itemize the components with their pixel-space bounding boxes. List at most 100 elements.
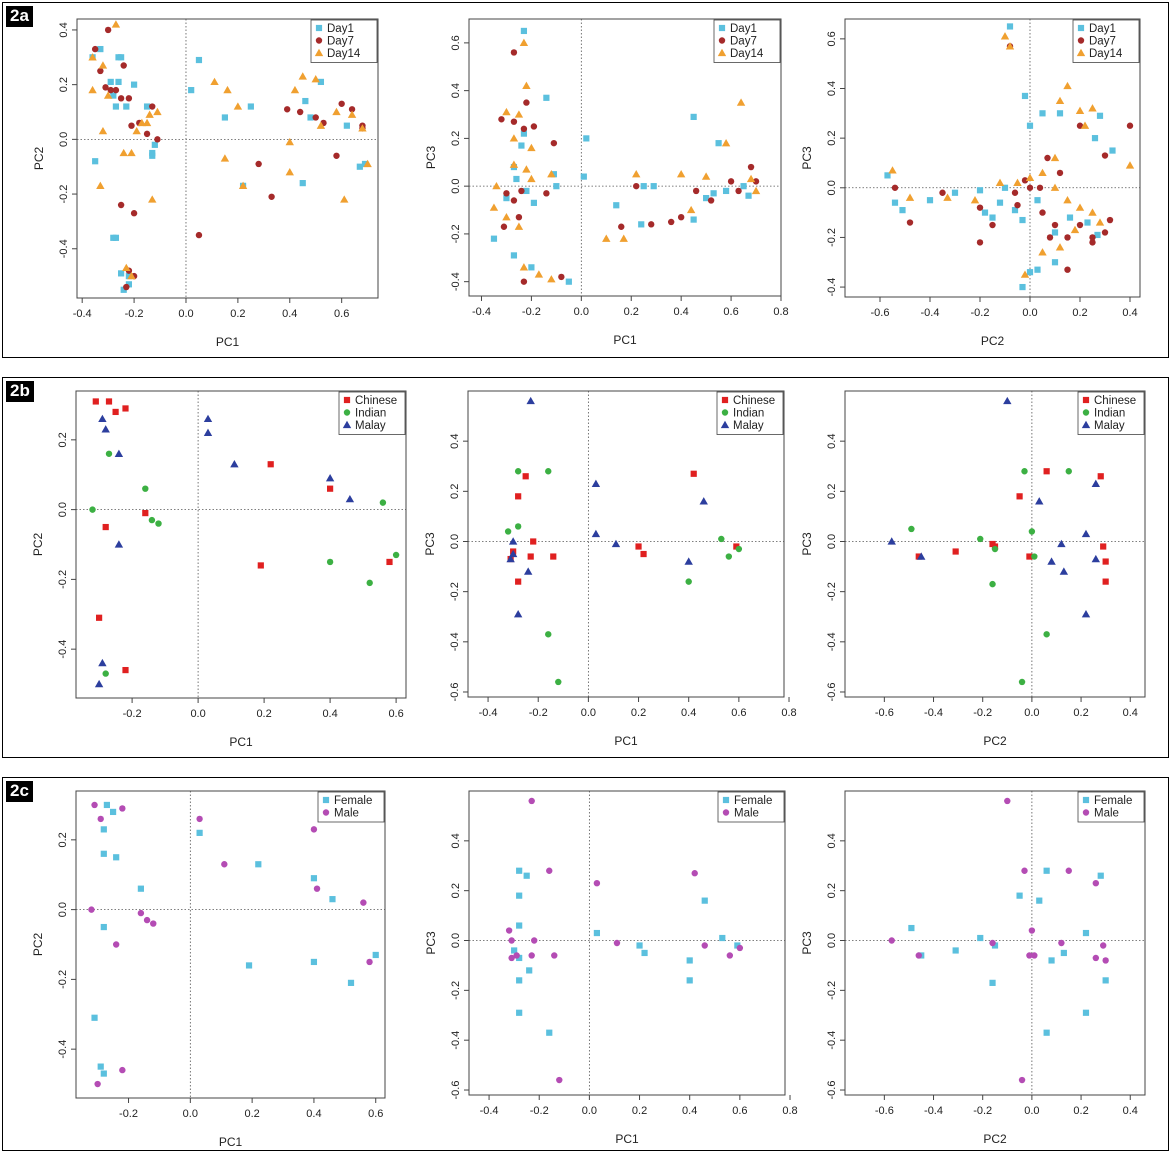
data-point bbox=[515, 578, 522, 585]
x-tick-label: 0.6 bbox=[388, 708, 403, 720]
plot-frame bbox=[844, 790, 1146, 1096]
chart-2a-1: -0.4 -0.2 0.0 0.2 0.4 0.6 PC1 -0.4 -0.2 0.0 0.2 0.4… bbox=[32, 18, 379, 349]
series-male bbox=[505, 797, 744, 1084]
data-point bbox=[891, 184, 899, 191]
data-point bbox=[1001, 184, 1009, 191]
data-point bbox=[340, 195, 349, 203]
data-point bbox=[516, 867, 523, 874]
data-point bbox=[546, 1029, 553, 1036]
data-point bbox=[1109, 147, 1116, 154]
data-point bbox=[884, 172, 891, 179]
data-point bbox=[509, 160, 519, 168]
data-point bbox=[120, 286, 127, 293]
x-tick-label: 0.4 bbox=[1123, 1105, 1138, 1117]
data-point bbox=[1056, 169, 1064, 177]
data-point bbox=[505, 927, 513, 934]
panel-label: 2c bbox=[6, 781, 33, 802]
data-point bbox=[546, 867, 553, 874]
x-tick-label: -0.6 bbox=[875, 707, 894, 719]
plot-frame bbox=[468, 790, 786, 1096]
data-point bbox=[114, 449, 124, 457]
data-point bbox=[112, 408, 119, 416]
data-point bbox=[602, 234, 611, 242]
data-point bbox=[221, 861, 228, 868]
data-point bbox=[220, 154, 230, 162]
x-tick-label: 0.2 bbox=[624, 306, 639, 318]
data-point bbox=[1039, 110, 1046, 117]
data-point bbox=[989, 939, 996, 947]
legend-label: Day7 bbox=[1089, 36, 1116, 48]
x-tick-label: 0.4 bbox=[282, 308, 297, 320]
y-tick-label: -0.2 bbox=[826, 228, 838, 247]
data-point bbox=[593, 929, 601, 937]
data-point bbox=[514, 468, 522, 475]
data-point bbox=[1065, 468, 1072, 475]
y-tick-label: 0.4 bbox=[58, 22, 70, 37]
y-tick-label: 0.0 bbox=[58, 132, 70, 147]
data-point bbox=[503, 190, 510, 197]
x-tick-label: 0.0 bbox=[581, 707, 596, 719]
data-point bbox=[635, 543, 642, 550]
data-point bbox=[100, 826, 107, 833]
data-point bbox=[746, 174, 756, 183]
data-point bbox=[734, 942, 741, 949]
data-point bbox=[125, 281, 132, 288]
x-tick-label: 0.2 bbox=[632, 1105, 647, 1117]
y-tick-label: -0.2 bbox=[57, 570, 69, 589]
data-point bbox=[593, 879, 601, 887]
data-point bbox=[518, 187, 525, 195]
series-day7 bbox=[91, 26, 366, 291]
x-tick-label: 0.2 bbox=[1073, 1105, 1088, 1117]
data-point bbox=[915, 553, 922, 560]
y-tick-label: -0.4 bbox=[57, 1040, 69, 1059]
data-point bbox=[952, 947, 959, 954]
data-point bbox=[735, 545, 743, 553]
data-point bbox=[392, 551, 400, 559]
data-point bbox=[1076, 221, 1084, 229]
data-point bbox=[690, 216, 697, 223]
data-point bbox=[520, 125, 528, 133]
data-point bbox=[188, 87, 195, 94]
data-point bbox=[686, 977, 693, 984]
legend-marker bbox=[1082, 796, 1090, 804]
x-tick-label: -0.2 bbox=[123, 708, 142, 720]
data-point bbox=[1031, 952, 1038, 959]
x-tick-label: 0.2 bbox=[1072, 307, 1087, 319]
data-point bbox=[1082, 1009, 1090, 1016]
data-point bbox=[1089, 234, 1096, 241]
data-point bbox=[247, 103, 254, 110]
data-point bbox=[977, 535, 984, 543]
data-point bbox=[333, 152, 340, 159]
legend-marker bbox=[718, 37, 726, 44]
data-point bbox=[943, 193, 952, 201]
legend-label: Day1 bbox=[730, 23, 757, 35]
data-point bbox=[92, 398, 99, 405]
data-point bbox=[516, 922, 523, 929]
series-day14 bbox=[88, 20, 372, 280]
x-axis-label: PC2 bbox=[981, 334, 1005, 348]
series-male bbox=[888, 797, 1109, 1084]
x-tick-label: 0.2 bbox=[1073, 707, 1088, 719]
data-point bbox=[710, 190, 717, 197]
data-point bbox=[513, 610, 523, 618]
data-point bbox=[98, 126, 108, 135]
data-point bbox=[513, 175, 520, 183]
data-point bbox=[143, 916, 151, 924]
data-point bbox=[332, 107, 341, 116]
data-point bbox=[530, 199, 537, 206]
data-point bbox=[325, 474, 335, 482]
data-point bbox=[155, 520, 162, 527]
data-point bbox=[489, 203, 499, 211]
data-point bbox=[112, 941, 120, 948]
data-point bbox=[112, 86, 120, 94]
data-point bbox=[338, 100, 345, 107]
data-point bbox=[89, 506, 96, 513]
x-tick-label: 0.4 bbox=[681, 707, 696, 719]
data-point bbox=[528, 952, 535, 959]
data-point bbox=[1036, 184, 1044, 191]
x-tick-label: 0.2 bbox=[230, 308, 245, 320]
y-tick-label: 0.2 bbox=[58, 77, 70, 92]
data-point bbox=[97, 45, 104, 53]
data-point bbox=[347, 979, 355, 986]
